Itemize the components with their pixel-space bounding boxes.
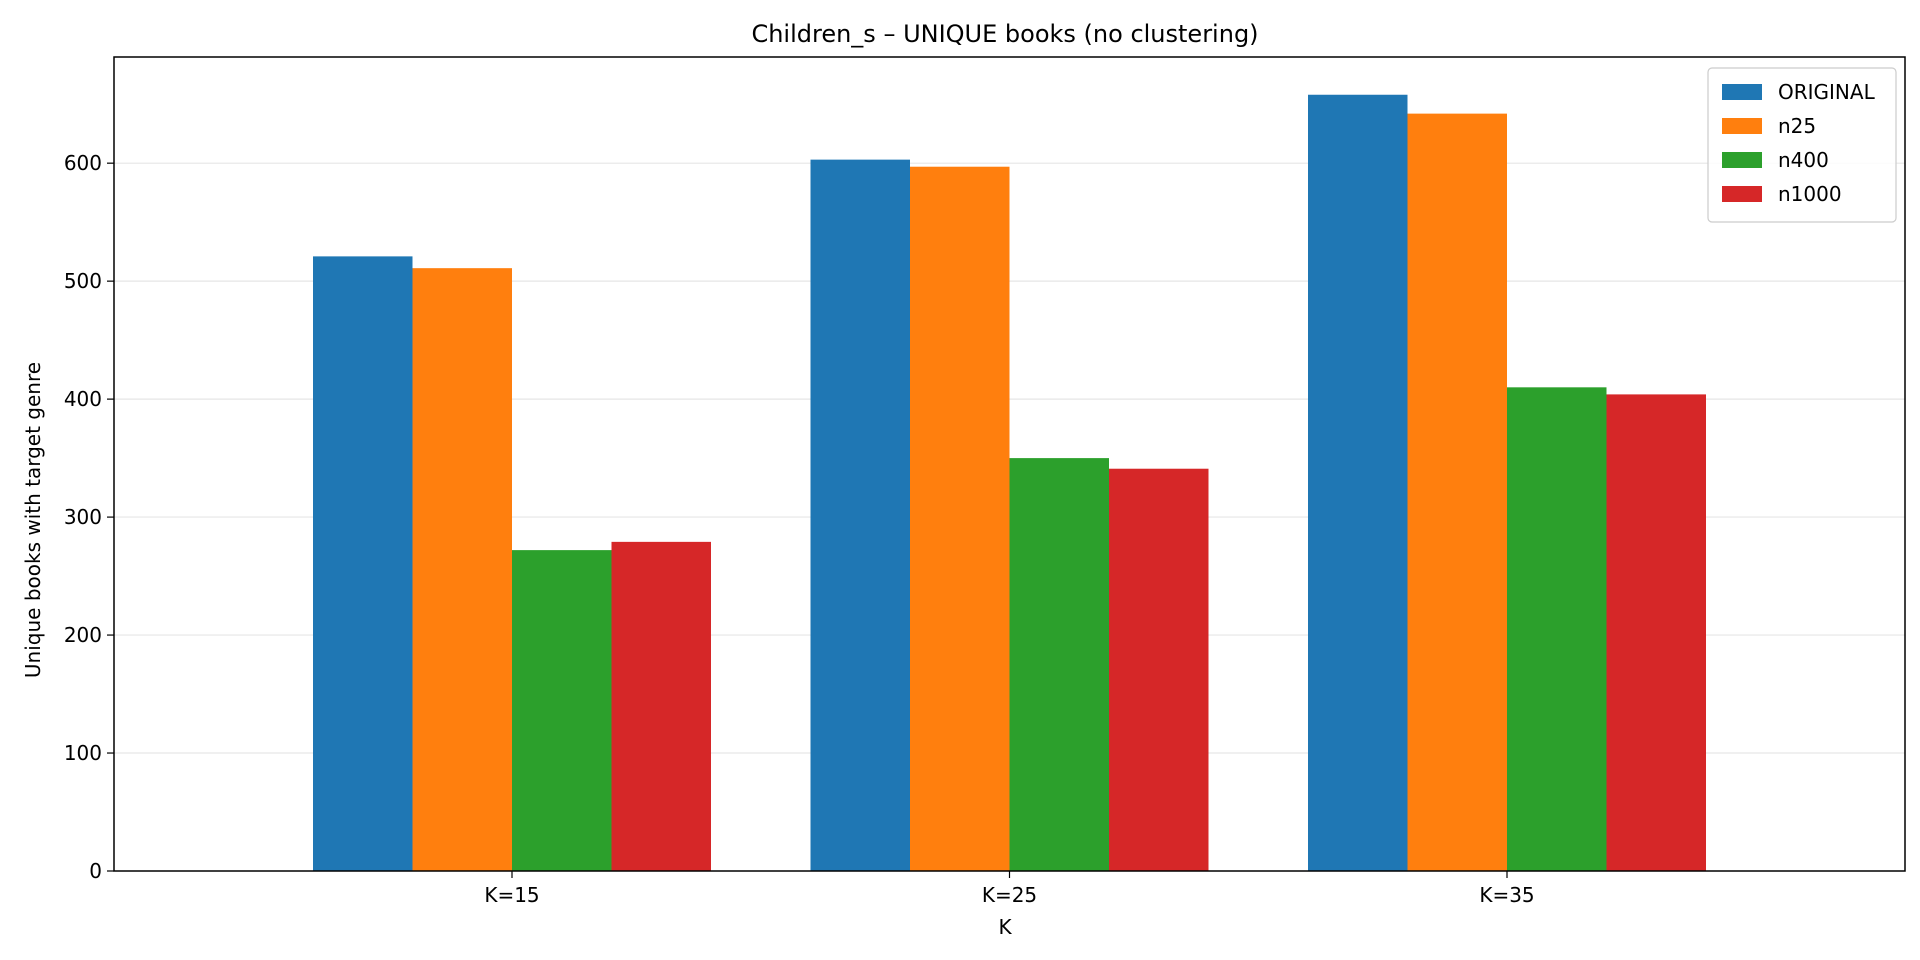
bar-n1000-K=25 <box>1109 468 1209 871</box>
x-axis-title: K <box>998 915 1012 939</box>
bar-n1000-K=15 <box>611 541 711 871</box>
legend: ORIGINAL n25 n400 n1000 <box>1707 67 1897 223</box>
y-tick-label: 400 <box>64 387 102 411</box>
bar-ORIGINAL-K=25 <box>810 159 910 872</box>
y-tick-label: 600 <box>64 151 102 175</box>
bar-n25-K=15 <box>412 268 512 872</box>
bar-n400-K=15 <box>512 550 612 871</box>
y-tick-label: 300 <box>64 505 102 529</box>
bar-n400-K=35 <box>1507 387 1607 871</box>
chart-title: Children_s – UNIQUE books (no clustering… <box>751 20 1258 48</box>
legend-swatch-n25 <box>1722 118 1762 134</box>
legend-swatch-n1000 <box>1722 186 1762 202</box>
legend-label-n25: n25 <box>1778 114 1816 138</box>
x-axis: K=15 K=25 K=35 <box>484 871 1535 907</box>
legend-box <box>1707 67 1897 223</box>
x-tick-label: K=25 <box>982 883 1037 907</box>
bar-n25-K=35 <box>1407 113 1507 871</box>
bar-n25-K=25 <box>910 166 1010 872</box>
bar-n1000-K=35 <box>1606 394 1706 871</box>
x-tick-label: K=35 <box>1479 883 1534 907</box>
legend-swatch-n400 <box>1722 152 1762 168</box>
y-tick-label: 0 <box>89 859 102 883</box>
x-tick-label: K=15 <box>484 883 539 907</box>
series-n1000 <box>611 394 1706 871</box>
legend-label-n1000: n1000 <box>1778 182 1842 206</box>
y-axis: 0 100 200 300 400 500 600 <box>64 151 114 883</box>
y-tick-label: 500 <box>64 269 102 293</box>
legend-label-ORIGINAL: ORIGINAL <box>1778 80 1876 104</box>
bar-n400-K=25 <box>1009 458 1109 871</box>
bar-ORIGINAL-K=35 <box>1308 94 1408 871</box>
legend-label-n400: n400 <box>1778 148 1829 172</box>
legend-swatch-ORIGINAL <box>1722 84 1762 100</box>
y-tick-label: 100 <box>64 741 102 765</box>
bar-ORIGINAL-K=15 <box>313 256 413 872</box>
series-ORIGINAL <box>313 94 1408 872</box>
series-n400 <box>512 387 1607 871</box>
series-n25 <box>412 113 1507 872</box>
y-tick-label: 200 <box>64 623 102 647</box>
y-axis-title: Unique books with target genre <box>21 362 45 678</box>
bars <box>313 94 1706 872</box>
